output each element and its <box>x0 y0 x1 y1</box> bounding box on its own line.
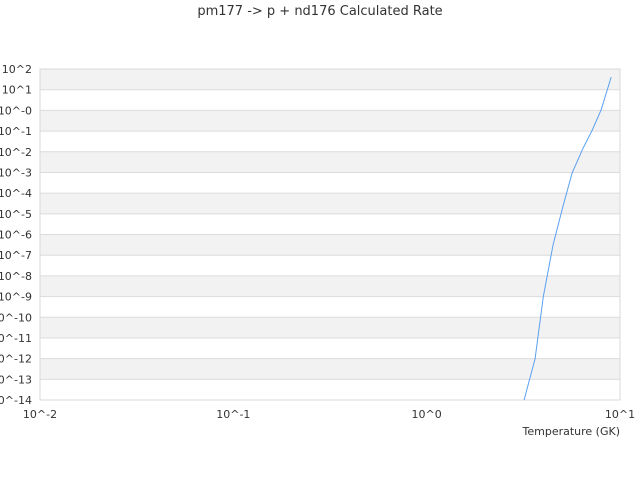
y-tick-label: 10^1 <box>2 84 32 97</box>
y-tick-label: 10^-10 <box>0 311 32 324</box>
series-line <box>523 76 612 401</box>
x-tick-label: 10^-1 <box>216 408 250 421</box>
y-tick-label: 10^-6 <box>0 229 32 242</box>
y-tick-label: 10^-12 <box>0 353 32 366</box>
grid-band <box>40 69 620 90</box>
y-tick-label: 10^-9 <box>0 291 32 304</box>
y-tick-label: 10^-11 <box>0 332 32 345</box>
x-axis-label: Temperature (GK) <box>522 425 621 438</box>
y-tick-label: 10^-5 <box>0 208 32 221</box>
y-tick-label: 10^-3 <box>0 166 32 179</box>
y-tick-label: 10^-14 <box>0 394 32 407</box>
grid-band <box>40 234 620 256</box>
y-tick-label: 10^-4 <box>0 187 32 200</box>
grid-band <box>40 193 620 214</box>
x-tick-label: 10^1 <box>605 408 635 421</box>
y-tick-label: 10^-13 <box>0 373 32 386</box>
chart-title: pm177 -> p + nd176 Calculated Rate <box>197 4 443 19</box>
plot-frame <box>39 68 621 401</box>
grid-band <box>40 151 620 173</box>
y-tick-label: 10^-1 <box>0 125 32 138</box>
y-tick-label: 10^-0 <box>0 104 32 117</box>
y-tick-label: 10^2 <box>2 63 32 76</box>
grid-band <box>40 275 620 297</box>
x-tick-label: 10^-2 <box>23 408 57 421</box>
y-tick-label: 10^-7 <box>0 249 32 262</box>
x-tick-label: 10^0 <box>412 408 442 421</box>
y-tick-label: 10^-2 <box>0 146 32 159</box>
grid-band <box>40 110 620 132</box>
y-tick-label: 10^-8 <box>0 270 32 283</box>
grid-band <box>40 358 620 380</box>
grid-band <box>40 317 620 338</box>
